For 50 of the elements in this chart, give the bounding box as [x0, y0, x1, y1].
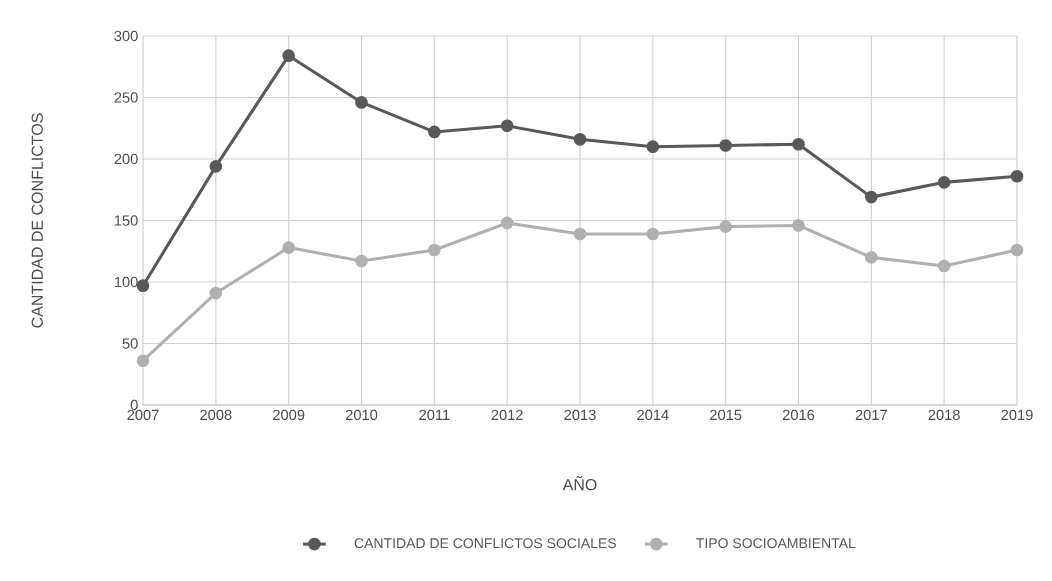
point	[209, 160, 223, 173]
point	[573, 132, 587, 146]
point	[937, 259, 951, 273]
point	[136, 279, 150, 293]
point	[573, 227, 587, 241]
point	[428, 243, 441, 257]
x-tick-label: 2007	[127, 409, 159, 421]
point	[355, 254, 368, 268]
point	[500, 119, 514, 133]
point	[719, 139, 733, 152]
legend-label: TIPO SOCIOAMBIENTAL	[696, 538, 856, 549]
point	[792, 137, 805, 151]
x-tick-label: 2012	[491, 409, 523, 421]
y-tick-label: 100	[114, 276, 138, 288]
point	[500, 216, 514, 230]
point	[937, 176, 951, 189]
point	[719, 220, 733, 233]
y-tick-label: 50	[122, 338, 138, 349]
x-tick-label: 2015	[710, 409, 742, 421]
y-tick-label: 0	[130, 399, 138, 411]
x-axis-title: AÑO	[562, 476, 597, 491]
point	[864, 251, 878, 264]
point	[355, 96, 368, 109]
point	[1010, 243, 1024, 257]
x-tick-label: 2011	[419, 409, 450, 421]
y-axis-title: CANTIDAD DE CONFLICTOS	[31, 113, 43, 328]
x-tick-label: 2010	[345, 409, 378, 421]
x-tick-label: 2019	[1001, 409, 1033, 421]
point	[646, 227, 660, 241]
y-tick-label: 300	[114, 30, 138, 42]
x-tick-label: 2009	[273, 409, 305, 421]
point	[282, 241, 296, 254]
point	[136, 354, 150, 368]
x-tick-label: 2014	[637, 409, 669, 421]
legend-label: CANTIDAD DE CONFLICTOS SOCIALES	[354, 538, 617, 549]
x-tick-label: 2008	[200, 409, 232, 421]
point	[282, 49, 296, 63]
y-tick-label: 250	[114, 92, 138, 103]
x-tick-label: 2013	[564, 409, 596, 421]
point	[792, 219, 805, 232]
point	[209, 286, 223, 300]
x-tick-label: 2016	[782, 409, 815, 421]
x-tick-label: 2017	[855, 409, 887, 421]
y-tick-label: 150	[114, 215, 138, 226]
point	[864, 190, 878, 204]
point	[646, 140, 660, 154]
point	[428, 125, 441, 139]
point	[1010, 169, 1024, 183]
x-tick-label: 2018	[928, 409, 960, 421]
y-tick-label: 200	[114, 153, 138, 165]
